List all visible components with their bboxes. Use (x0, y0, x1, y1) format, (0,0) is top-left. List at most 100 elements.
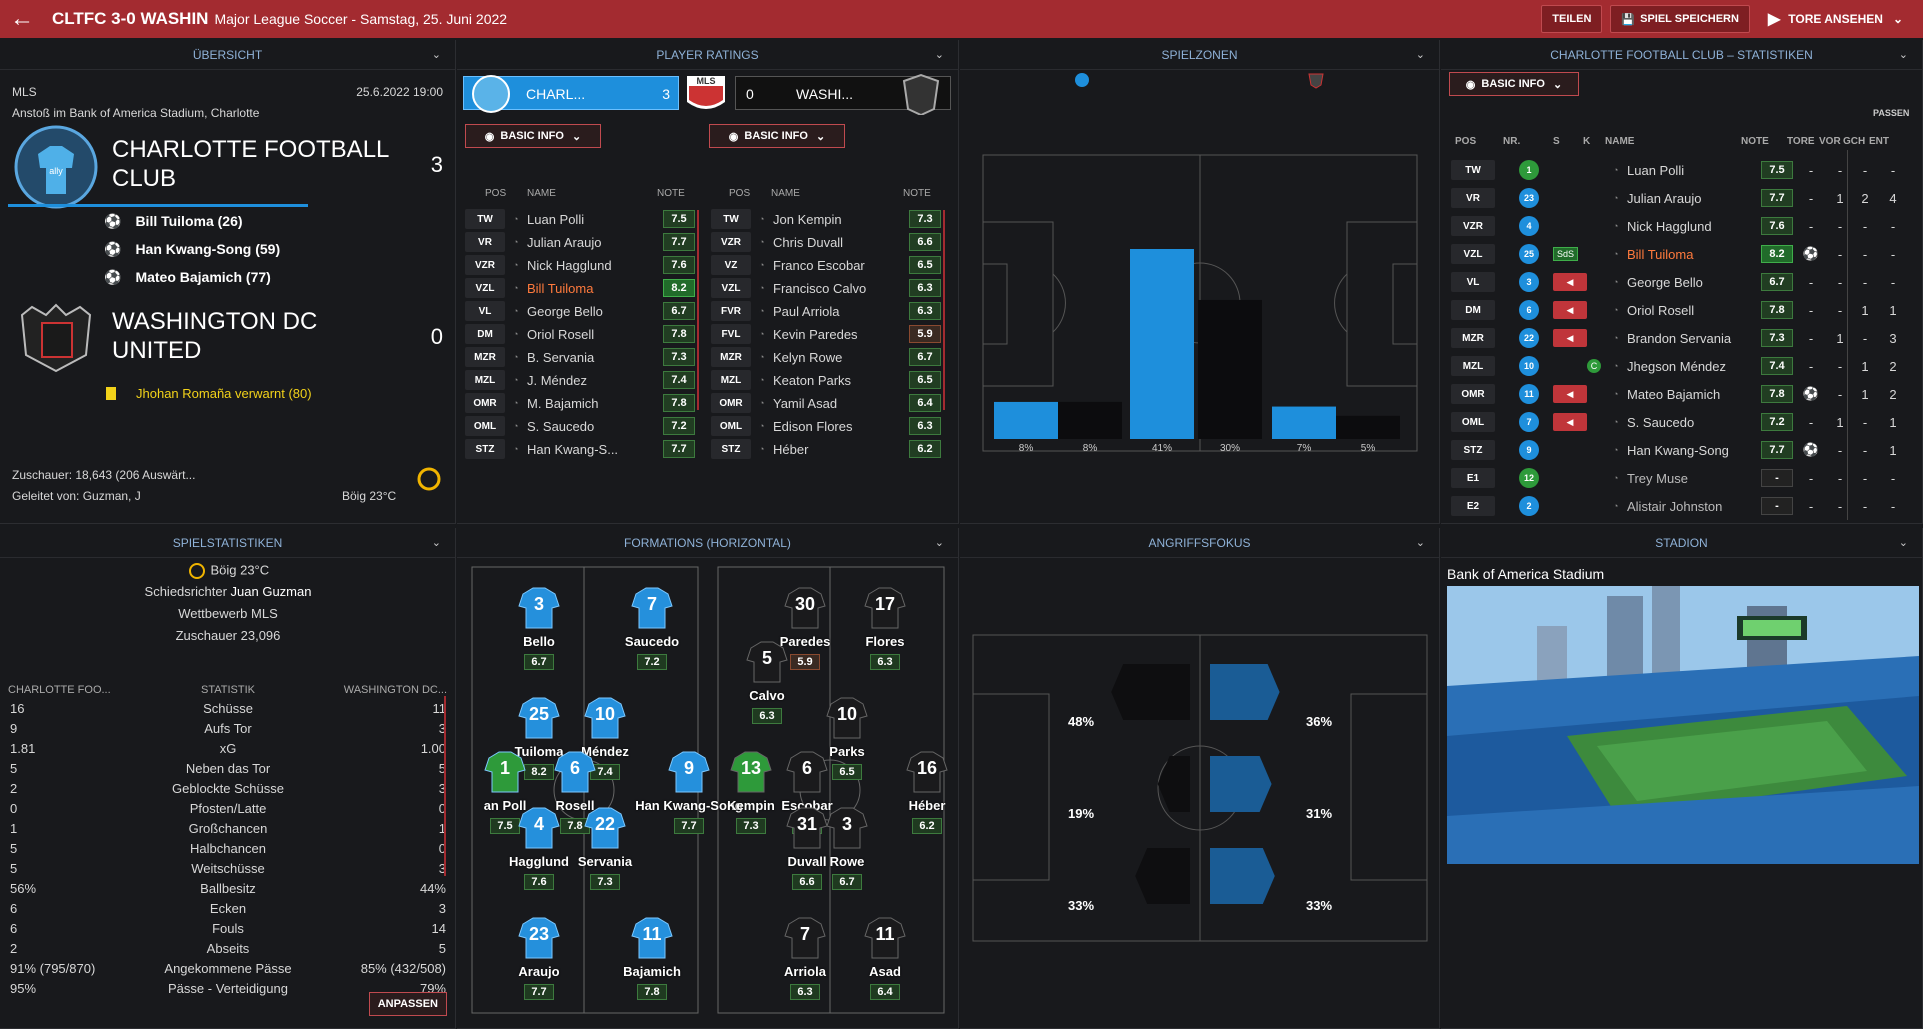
rating-row[interactable]: MZR ◔ B. Servania 7.3 (465, 344, 701, 370)
chevron-down-icon[interactable]: ⌄ (431, 49, 441, 61)
team-player-row[interactable]: OMR 11 ◀ ◔ Mateo Bajamich 7.8 ⚽ - 1 2 (1451, 381, 1917, 407)
formation-player[interactable]: 17 Flores 6.3 (825, 586, 945, 686)
player-name[interactable]: M. Bajamich (527, 395, 599, 411)
player-name[interactable]: George Bello (1627, 274, 1703, 290)
player-name[interactable]: Nick Hagglund (1627, 218, 1712, 234)
formation-player[interactable]: 3 Rowe 6.7 (787, 806, 907, 906)
rating-row[interactable]: OML ◔ Edison Flores 6.3 (711, 413, 947, 439)
player-name[interactable]: Jon Kempin (773, 211, 842, 227)
formation-player[interactable]: 3 Bello 6.7 (479, 586, 599, 686)
rating-row[interactable]: FVR ◔ Paul Arriola 6.3 (711, 298, 947, 324)
rating-row[interactable]: STZ ◔ Han Kwang-S... 7.7 (465, 436, 701, 462)
chevron-down-icon[interactable]: ⌄ (1898, 49, 1908, 61)
player-name[interactable]: Paul Arriola (773, 303, 840, 319)
player-name[interactable]: Julian Araujo (1627, 190, 1702, 206)
team-player-row[interactable]: VZL 25 SdS ◔ Bill Tuiloma 8.2 ⚽ - - - (1451, 241, 1917, 267)
player-name[interactable]: Kelyn Rowe (773, 349, 843, 365)
save-match-button[interactable]: 💾 SPIEL SPEICHERN (1610, 5, 1750, 33)
rating-row[interactable]: VL ◔ George Bello 6.7 (465, 298, 701, 324)
chevron-down-icon[interactable]: ⌄ (431, 537, 441, 549)
player-name[interactable]: Han Kwang-S... (527, 441, 619, 457)
scroll-indicator[interactable] (697, 210, 699, 410)
rating-row[interactable]: TW ◔ Jon Kempin 7.3 (711, 206, 947, 232)
formation-player[interactable]: 4 Hagglund 7.6 (479, 806, 599, 906)
share-button[interactable]: TEILEN (1541, 5, 1603, 33)
team-player-row[interactable]: VZR 4 ◔ Nick Hagglund 7.6- - - - (1451, 213, 1917, 239)
formation-player[interactable]: 22 Servania 7.3 (545, 806, 665, 906)
player-name[interactable]: Alistair Johnston (1627, 498, 1723, 514)
watch-goals-button[interactable]: ▶ TORE ANSEHEN ⌄ (1767, 11, 1903, 28)
rating-row[interactable]: MZL ◔ Keaton Parks 6.5 (711, 367, 947, 393)
player-name[interactable]: Brandon Servania (1627, 330, 1732, 346)
customize-button[interactable]: ANPASSEN (368, 992, 447, 1016)
formation-player[interactable]: 5 Calvo 6.3 (707, 640, 827, 740)
formation-player[interactable]: 10 Parks 6.5 (787, 696, 907, 796)
formation-player[interactable]: 25 Tuiloma 8.2 (479, 696, 599, 796)
player-name[interactable]: Keaton Parks (773, 372, 852, 388)
player-name[interactable]: Edison Flores (773, 418, 853, 434)
scroll-indicator[interactable] (943, 210, 945, 410)
away-basic-info-dropdown[interactable]: ◉ BASIC INFO ⌄ (709, 124, 845, 148)
rating-row[interactable]: VZR ◔ Nick Hagglund 7.6 (465, 252, 701, 278)
rating-row[interactable]: VZL ◔ Bill Tuiloma 8.2 (465, 275, 701, 301)
player-name[interactable]: Francisco Calvo (773, 280, 867, 296)
rating-row[interactable]: STZ ◔ Héber 6.2 (711, 436, 947, 462)
team-player-row[interactable]: OML 7 ◀ ◔ S. Saucedo 7.2-1-1 (1451, 409, 1917, 435)
player-name[interactable]: Han Kwang-Song (1627, 442, 1729, 458)
player-name[interactable]: S. Saucedo (527, 418, 595, 434)
player-name[interactable]: Yamil Asad (773, 395, 838, 411)
rating-row[interactable]: TW ◔ Luan Polli 7.5 (465, 206, 701, 232)
team-player-row[interactable]: TW 1 ◔ Luan Polli 7.5- - - - (1451, 157, 1917, 183)
team-player-row[interactable]: E1 12 ◔ Trey Muse - - - - - (1451, 465, 1917, 491)
rating-row[interactable]: VZ ◔ Franco Escobar 6.5 (711, 252, 947, 278)
formation-player[interactable]: 11 Bajamich 7.8 (592, 916, 712, 1016)
player-name[interactable]: George Bello (527, 303, 603, 319)
player-name[interactable]: Mateo Bajamich (1627, 386, 1721, 402)
rating-row[interactable]: OMR ◔ Yamil Asad 6.4 (711, 390, 947, 416)
formation-player[interactable]: 1 an Poll 7.5 (457, 750, 565, 850)
player-name[interactable]: Franco Escobar (773, 257, 865, 273)
formation-player[interactable]: 9 Han Kwang-Song 7.7 (629, 750, 749, 850)
formation-player[interactable]: 11 Asad 6.4 (825, 916, 945, 1016)
player-name[interactable]: Oriol Rosell (527, 326, 595, 342)
player-name[interactable]: J. Méndez (527, 372, 587, 388)
rating-row[interactable]: VZR ◔ Chris Duvall 6.6 (711, 229, 947, 255)
chevron-down-icon[interactable]: ⌄ (1898, 537, 1908, 549)
rating-row[interactable]: VZL ◔ Francisco Calvo 6.3 (711, 275, 947, 301)
rating-row[interactable]: OMR ◔ M. Bajamich 7.8 (465, 390, 701, 416)
back-arrow-icon[interactable]: ← (10, 5, 34, 32)
player-name[interactable]: Luan Polli (1627, 162, 1685, 178)
chevron-down-icon[interactable]: ⌄ (1415, 49, 1425, 61)
formation-player[interactable]: 16 Héber 6.2 (867, 750, 958, 850)
team-player-row[interactable]: VR 23 ◔ Julian Araujo 7.7- 1 2 4 (1451, 185, 1917, 211)
rating-row[interactable]: FVL ◔ Kevin Paredes 5.9 (711, 321, 947, 347)
team-player-row[interactable]: E2 2 ◔ Alistair Johnston - - - - - (1451, 493, 1917, 519)
chevron-down-icon[interactable]: ⌄ (934, 537, 944, 549)
home-basic-info-dropdown[interactable]: ◉ BASIC INFO ⌄ (465, 124, 601, 148)
formation-player[interactable]: 30 Paredes 5.9 (745, 586, 865, 686)
rating-row[interactable]: MZR ◔ Kelyn Rowe 6.7 (711, 344, 947, 370)
formation-player[interactable]: 31 Duvall 6.6 (747, 806, 867, 906)
basic-info-dropdown[interactable]: ◉ BASIC INFO ⌄ (1449, 72, 1579, 96)
player-name[interactable]: Luan Polli (527, 211, 585, 227)
rating-row[interactable]: MZL ◔ J. Méndez 7.4 (465, 367, 701, 393)
player-name[interactable]: S. Saucedo (1627, 414, 1695, 430)
team-player-row[interactable]: MZR 22 ◀ ◔ Brandon Servania 7.3-1-3 (1451, 325, 1917, 351)
player-name[interactable]: Julian Araujo (527, 234, 602, 250)
formation-player[interactable]: 10 Méndez 7.4 (545, 696, 665, 796)
player-name[interactable]: Héber (773, 441, 809, 457)
team-player-row[interactable]: VL 3 ◀ ◔ George Bello 6.7- - - - (1451, 269, 1917, 295)
chevron-down-icon[interactable]: ⌄ (1415, 537, 1425, 549)
rating-row[interactable]: OML ◔ S. Saucedo 7.2 (465, 413, 701, 439)
formation-player[interactable]: 23 Araujo 7.7 (479, 916, 599, 1016)
player-name[interactable]: Trey Muse (1627, 470, 1688, 486)
player-name[interactable]: Chris Duvall (773, 234, 844, 250)
formation-player[interactable]: 6 Rosell 7.8 (515, 750, 635, 850)
team-player-row[interactable]: STZ 9 ◔ Han Kwang-Song 7.7 ⚽ - - 1 (1451, 437, 1917, 463)
player-name[interactable]: Bill Tuiloma (527, 280, 594, 296)
player-name[interactable]: Jhegson Méndez (1627, 358, 1727, 374)
team-player-row[interactable]: DM 6 ◀ ◔ Oriol Rosell 7.8- -1 1 (1451, 297, 1917, 323)
player-name[interactable]: Kevin Paredes (773, 326, 858, 342)
formation-player[interactable]: 13 Kempin 7.3 (691, 750, 811, 850)
player-name[interactable]: Nick Hagglund (527, 257, 612, 273)
